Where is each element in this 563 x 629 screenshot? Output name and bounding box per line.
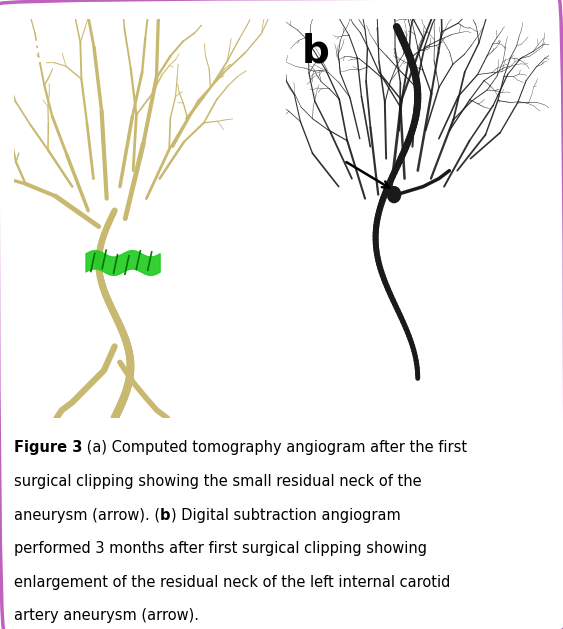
Text: artery aneurysm (arrow).: artery aneurysm (arrow). <box>14 608 199 623</box>
Text: enlargement of the residual neck of the left internal carotid: enlargement of the residual neck of the … <box>14 575 450 590</box>
Text: b: b <box>302 33 330 71</box>
Text: b: b <box>160 508 171 523</box>
Text: (a) Computed tomography angiogram after the first: (a) Computed tomography angiogram after … <box>82 440 468 455</box>
Text: performed 3 months after first surgical clipping showing: performed 3 months after first surgical … <box>14 541 427 556</box>
Ellipse shape <box>387 187 401 203</box>
Text: a: a <box>28 33 53 71</box>
Text: Figure 3: Figure 3 <box>14 440 82 455</box>
Text: surgical clipping showing the small residual neck of the: surgical clipping showing the small resi… <box>14 474 422 489</box>
Text: ) Digital subtraction angiogram: ) Digital subtraction angiogram <box>171 508 400 523</box>
Text: aneurysm (arrow). (: aneurysm (arrow). ( <box>14 508 160 523</box>
